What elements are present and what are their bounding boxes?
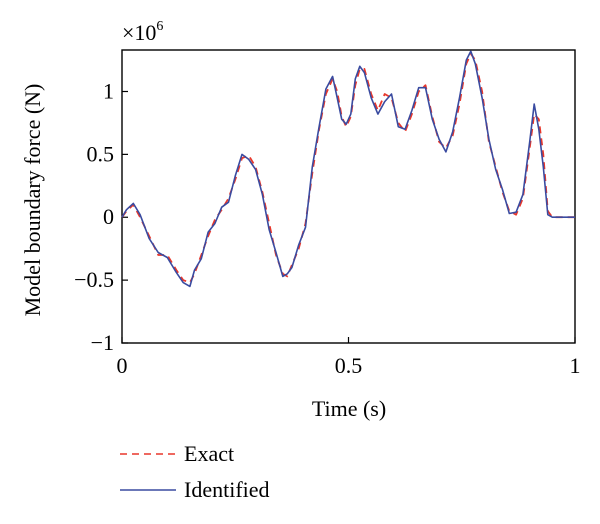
x-tick-label: 0.5 <box>335 353 363 378</box>
legend: Exact Identified <box>120 441 270 502</box>
x-tick-label: 1 <box>570 353 581 378</box>
x-tick-label: 0 <box>117 353 128 378</box>
y-multiplier-label: ×106 <box>122 19 163 45</box>
y-tick-label: −0.5 <box>74 267 114 292</box>
series-exact-line <box>121 52 575 284</box>
series-lines <box>121 50 575 288</box>
y-tick-label: 1 <box>103 78 114 103</box>
legend-exact-label: Exact <box>184 441 234 466</box>
y-axis-label: Model boundary force (N) <box>20 84 45 317</box>
y-tick-label: 0.5 <box>87 141 115 166</box>
x-axis-label: Time (s) <box>312 396 386 421</box>
y-tick-label: −1 <box>91 330 114 355</box>
ticks: 0 0.5 1 −1 −0.5 0 0.5 1 <box>74 78 580 378</box>
plot-frame <box>121 49 576 344</box>
y-tick-label: 0 <box>103 204 114 229</box>
y-multiplier-base: ×10 <box>122 20 156 45</box>
y-multiplier-exponent: 6 <box>156 19 163 34</box>
legend-identified-label: Identified <box>184 477 270 502</box>
series-identified-line <box>121 50 575 288</box>
